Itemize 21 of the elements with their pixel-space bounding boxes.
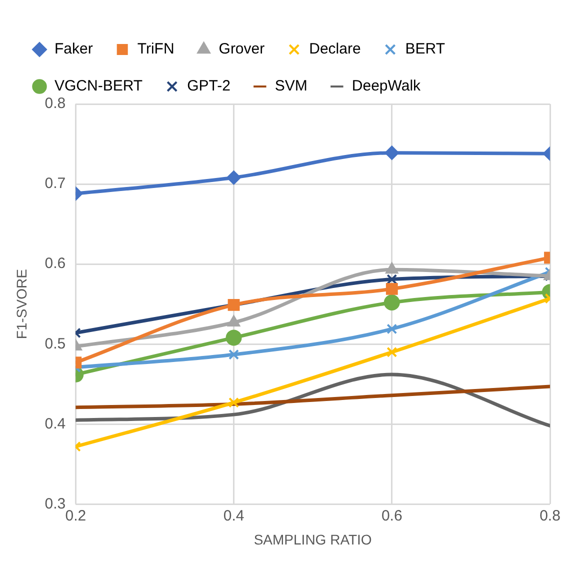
y-tick-label: 0.4 (44, 415, 66, 432)
legend-label: Declare (309, 40, 361, 58)
y-tick-label: 0.3 (44, 495, 66, 512)
legend-label: VGCN-BERT (54, 78, 143, 95)
y-tick-label: 0.8 (44, 95, 66, 112)
y-tick-label: 0.5 (44, 335, 66, 352)
legend-label: GPT-2 (187, 78, 230, 95)
legend-label: BERT (405, 40, 446, 58)
x-tick-label: 0.8 (540, 507, 560, 524)
x-tick-label: 0.2 (65, 507, 86, 524)
legend-label: Faker (54, 40, 93, 58)
x-axis-title: SAMPLING RATIO (254, 531, 372, 548)
y-axis-title: F1-SVORE (13, 269, 30, 340)
legend-label: Grover (218, 40, 265, 58)
y-tick-label: 0.6 (44, 255, 66, 272)
y-tick-label: 0.7 (44, 175, 66, 192)
legend-label: SVM (274, 78, 308, 95)
legend-label: TriFN (137, 40, 174, 58)
x-tick-label: 0.6 (381, 507, 402, 524)
legend-label: DeepWalk (352, 78, 422, 95)
x-tick-label: 0.4 (223, 507, 244, 524)
